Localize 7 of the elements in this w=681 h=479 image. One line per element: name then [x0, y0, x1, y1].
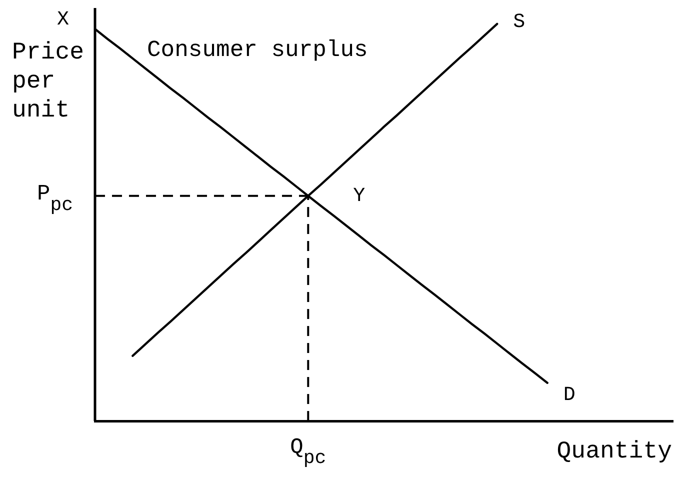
series-label: S [513, 11, 526, 34]
annotation: Y [353, 185, 366, 208]
series-label: D [563, 384, 576, 408]
annotation: Consumer surplus [147, 37, 368, 64]
text: X [57, 8, 70, 32]
x-axis-title: Quantity [556, 438, 672, 466]
y-axis-title: Price per unit [12, 39, 84, 124]
